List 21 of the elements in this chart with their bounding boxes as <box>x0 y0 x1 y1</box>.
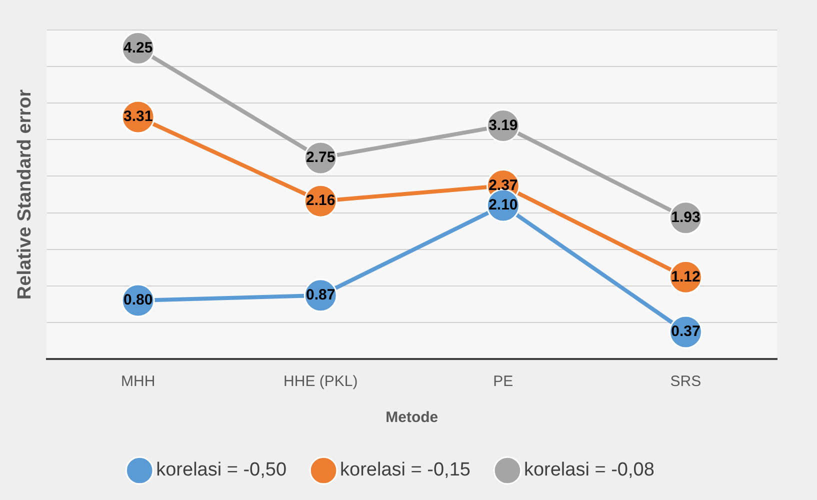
data-label: 0.37 <box>671 323 700 340</box>
data-label: 2.10 <box>488 196 518 214</box>
x-tick-label: HHE (PKL) <box>284 373 358 390</box>
x-tick-label: MHH <box>120 373 156 390</box>
data-label: 2.16 <box>306 192 336 210</box>
data-label: 4.25 <box>123 39 153 56</box>
data-label: 1.93 <box>671 209 700 226</box>
data-label: 1.12 <box>671 268 700 286</box>
y-axis-title: Relative Standard error <box>14 88 36 300</box>
data-label: 2.37 <box>488 176 518 194</box>
data-label: 2.75 <box>306 149 336 166</box>
legend-label: korelasi = -0,08 <box>524 460 654 481</box>
data-label: 0.87 <box>306 286 336 304</box>
x-tick-label: PE <box>493 373 514 390</box>
x-axis-title: Metode <box>386 409 438 426</box>
data-label: 3.19 <box>488 116 518 134</box>
x-tick-label: SRS <box>670 373 702 390</box>
data-label: 3.31 <box>123 108 153 126</box>
legend-label: korelasi = -0,15 <box>340 460 470 481</box>
legend-label: korelasi = -0,50 <box>156 460 287 481</box>
data-label: 0.80 <box>123 292 153 309</box>
